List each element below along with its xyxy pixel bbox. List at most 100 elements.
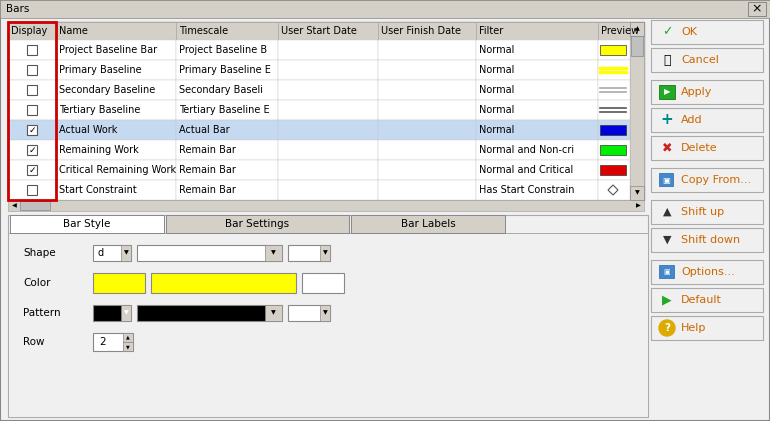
Text: Copy From...: Copy From...: [681, 175, 751, 185]
Bar: [351, 215, 505, 233]
Bar: [121, 245, 131, 261]
Text: ▼: ▼: [663, 235, 671, 245]
Bar: [8, 180, 56, 200]
Text: Project Baseline Bar: Project Baseline Bar: [59, 45, 157, 55]
Bar: [27, 165, 37, 175]
Bar: [278, 80, 378, 100]
Bar: [27, 45, 37, 55]
Text: Cancel: Cancel: [681, 55, 719, 65]
Bar: [166, 215, 349, 233]
Bar: [651, 80, 763, 104]
Bar: [176, 80, 278, 100]
Bar: [320, 305, 330, 321]
Bar: [476, 160, 598, 180]
Bar: [476, 100, 598, 120]
Bar: [56, 80, 176, 100]
Text: ✓: ✓: [28, 146, 35, 155]
Bar: [598, 40, 630, 60]
Bar: [320, 245, 330, 261]
Bar: [651, 288, 763, 312]
Bar: [56, 160, 176, 180]
Bar: [56, 40, 176, 60]
Bar: [378, 100, 476, 120]
Bar: [600, 125, 626, 135]
Bar: [651, 228, 763, 252]
Bar: [93, 305, 131, 321]
Text: Color: Color: [23, 278, 51, 288]
Bar: [476, 140, 598, 160]
Text: Has Start Constrain: Has Start Constrain: [479, 185, 574, 195]
Text: Bar Settings: Bar Settings: [226, 219, 290, 229]
Bar: [265, 305, 282, 321]
Text: ▼: ▼: [124, 250, 129, 256]
Text: Add: Add: [681, 115, 702, 125]
Text: Name: Name: [59, 26, 88, 36]
Bar: [651, 20, 763, 44]
Text: Start Constraint: Start Constraint: [59, 185, 137, 195]
Bar: [598, 180, 630, 200]
Bar: [123, 342, 133, 351]
Text: Normal and Non-cri: Normal and Non-cri: [479, 145, 574, 155]
Text: Preview: Preview: [601, 26, 639, 36]
Bar: [378, 22, 476, 40]
Text: Project Baseline B: Project Baseline B: [179, 45, 267, 55]
Bar: [598, 140, 630, 160]
Bar: [378, 120, 476, 140]
Bar: [378, 40, 476, 60]
Bar: [8, 140, 56, 160]
Text: Normal: Normal: [479, 65, 514, 75]
Bar: [176, 180, 278, 200]
Bar: [8, 160, 56, 180]
Bar: [598, 60, 630, 80]
Bar: [137, 245, 282, 261]
Bar: [176, 120, 278, 140]
Text: OK: OK: [681, 27, 697, 37]
Bar: [93, 273, 145, 293]
Text: ▼: ▼: [126, 344, 130, 349]
Text: Shift up: Shift up: [681, 207, 724, 217]
Text: ▲: ▲: [126, 335, 130, 339]
Bar: [27, 125, 37, 135]
Bar: [600, 45, 626, 55]
Bar: [630, 22, 644, 200]
Text: Help: Help: [681, 323, 706, 333]
Text: Actual Work: Actual Work: [59, 125, 117, 135]
Text: ▼: ▼: [270, 250, 276, 256]
Bar: [56, 140, 176, 160]
Text: Primary Baseline: Primary Baseline: [59, 65, 142, 75]
Bar: [651, 168, 763, 192]
Text: Pattern: Pattern: [23, 308, 61, 318]
Text: Delete: Delete: [681, 143, 718, 153]
Bar: [151, 273, 296, 293]
Bar: [378, 60, 476, 80]
Bar: [56, 180, 176, 200]
Bar: [56, 100, 176, 120]
Bar: [598, 22, 640, 40]
Bar: [278, 180, 378, 200]
Text: Primary Baseline E: Primary Baseline E: [179, 65, 271, 75]
Text: ×: ×: [752, 3, 762, 16]
Bar: [8, 215, 648, 417]
Bar: [302, 273, 344, 293]
Bar: [8, 40, 56, 60]
Text: ▼: ▼: [634, 190, 639, 195]
Bar: [651, 260, 763, 284]
Bar: [278, 140, 378, 160]
Bar: [93, 333, 133, 351]
Bar: [176, 140, 278, 160]
Text: Remain Bar: Remain Bar: [179, 165, 236, 175]
Text: Actual Bar: Actual Bar: [179, 125, 229, 135]
Bar: [378, 80, 476, 100]
Bar: [8, 80, 56, 100]
Text: Tertiary Baseline E: Tertiary Baseline E: [179, 105, 270, 115]
Bar: [630, 22, 644, 36]
Bar: [600, 145, 626, 155]
Bar: [56, 60, 176, 80]
Text: +: +: [661, 112, 674, 128]
Bar: [278, 40, 378, 60]
Bar: [651, 200, 763, 224]
Text: ▶: ▶: [635, 203, 641, 208]
Bar: [598, 80, 630, 100]
Bar: [476, 80, 598, 100]
Bar: [8, 22, 56, 40]
